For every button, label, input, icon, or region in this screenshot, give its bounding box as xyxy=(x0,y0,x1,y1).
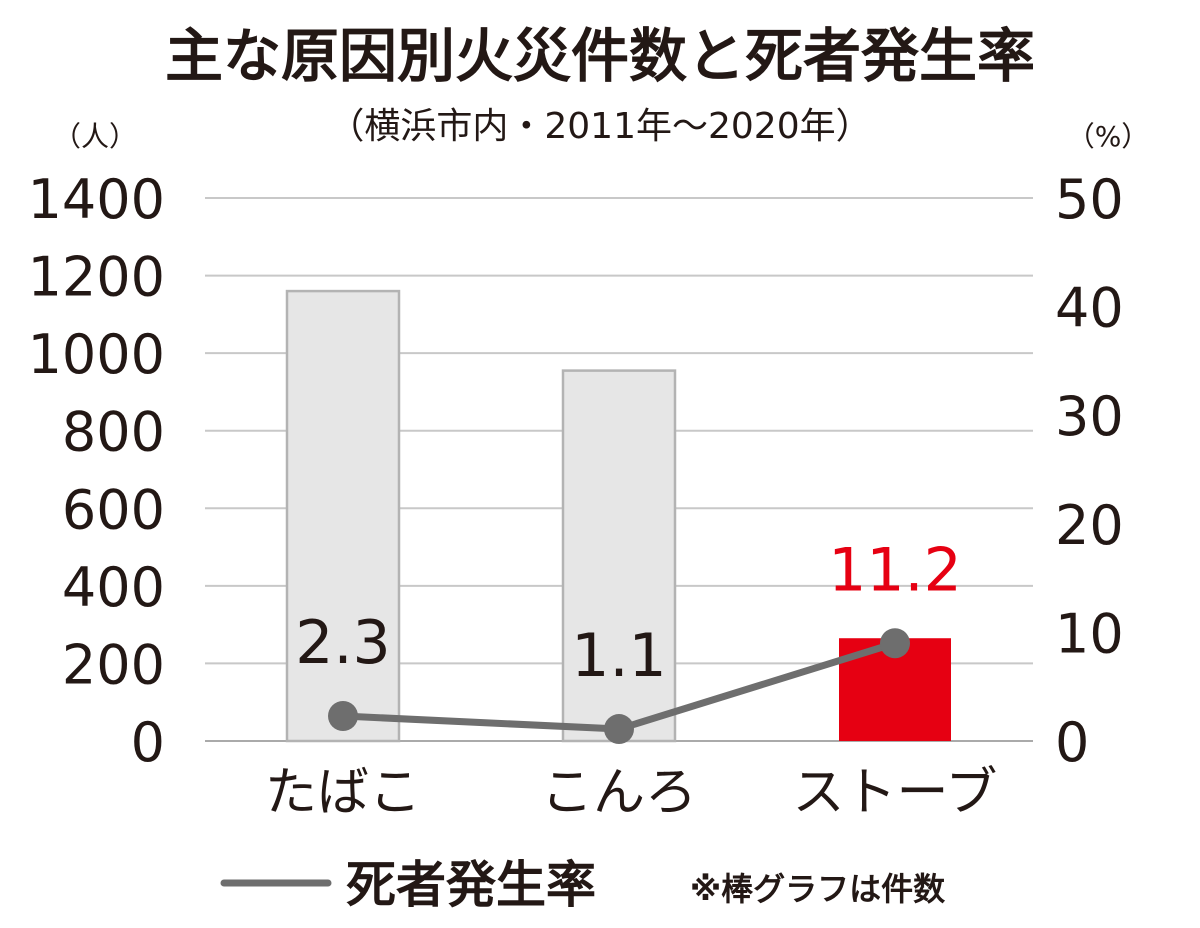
rate-line-series: 2.3 1.1 11.2 xyxy=(295,535,962,745)
left-tick-label: 800 xyxy=(62,401,165,464)
left-tick-label: 1400 xyxy=(28,168,165,231)
left-tick-label: 1000 xyxy=(28,323,165,386)
chart-note: ※棒グラフは件数 xyxy=(690,870,946,908)
rate-data-label: 11.2 xyxy=(828,535,962,605)
right-axis-ticks: 0 10 20 30 40 50 xyxy=(1055,168,1124,774)
chart-title: 主な原因別火災件数と死者発生率 xyxy=(165,22,1035,90)
legend-label: 死者発生率 xyxy=(346,856,596,914)
left-tick-label: 0 xyxy=(131,711,165,774)
rate-point-3 xyxy=(880,628,910,659)
right-tick-label: 50 xyxy=(1055,168,1124,231)
left-axis-unit: （人） xyxy=(53,120,137,153)
rate-data-label: 2.3 xyxy=(295,608,390,678)
rate-point-1 xyxy=(328,701,358,732)
right-axis-unit: （%） xyxy=(1067,120,1150,153)
right-tick-label: 10 xyxy=(1055,602,1124,665)
left-axis-ticks: 0 200 400 600 800 1000 1200 1400 xyxy=(28,168,165,774)
category-label: ストーブ xyxy=(793,763,998,823)
left-tick-label: 1200 xyxy=(28,246,165,309)
x-axis-labels: たばこ こんろ ストーブ xyxy=(265,763,997,823)
right-tick-label: 40 xyxy=(1055,277,1124,340)
chart-subtitle: （横浜市内・2011年～2020年） xyxy=(328,106,871,147)
rate-data-label: 1.1 xyxy=(571,621,666,691)
category-label: たばこ xyxy=(265,763,421,823)
left-tick-label: 600 xyxy=(62,478,165,541)
bars xyxy=(285,289,951,743)
right-tick-label: 20 xyxy=(1055,494,1124,557)
left-tick-label: 200 xyxy=(62,633,165,696)
category-label: こんろ xyxy=(541,763,697,823)
left-tick-label: 400 xyxy=(62,556,165,619)
bar-2 xyxy=(561,369,677,743)
right-tick-label: 30 xyxy=(1055,385,1124,448)
right-tick-label: 0 xyxy=(1055,711,1089,774)
rate-point-2 xyxy=(604,714,634,745)
legend: 死者発生率 xyxy=(220,856,596,914)
bar-1 xyxy=(285,289,401,743)
